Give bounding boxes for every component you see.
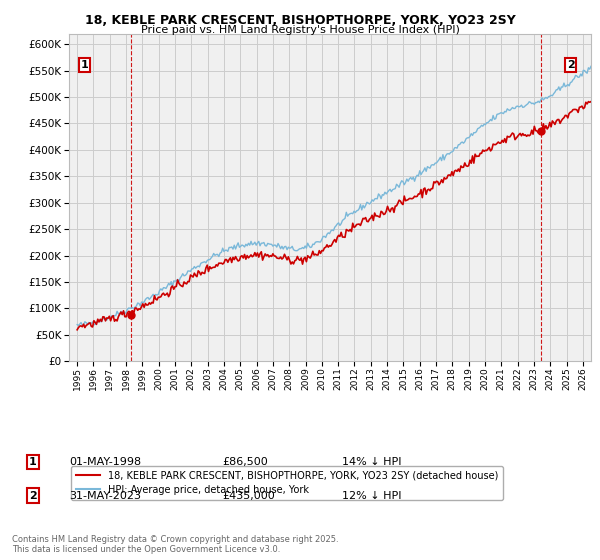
Text: 1: 1 [80, 60, 88, 70]
Text: 12% ↓ HPI: 12% ↓ HPI [342, 491, 401, 501]
Text: 31-MAY-2023: 31-MAY-2023 [69, 491, 141, 501]
Text: 01-MAY-1998: 01-MAY-1998 [69, 457, 141, 467]
Text: 14% ↓ HPI: 14% ↓ HPI [342, 457, 401, 467]
Text: Contains HM Land Registry data © Crown copyright and database right 2025.
This d: Contains HM Land Registry data © Crown c… [12, 535, 338, 554]
Text: 18, KEBLE PARK CRESCENT, BISHOPTHORPE, YORK, YO23 2SY: 18, KEBLE PARK CRESCENT, BISHOPTHORPE, Y… [85, 14, 515, 27]
Text: Price paid vs. HM Land Registry's House Price Index (HPI): Price paid vs. HM Land Registry's House … [140, 25, 460, 35]
Point [536, 127, 545, 136]
Text: 2: 2 [29, 491, 37, 501]
Text: £435,000: £435,000 [222, 491, 275, 501]
Point [127, 311, 136, 320]
Legend: 18, KEBLE PARK CRESCENT, BISHOPTHORPE, YORK, YO23 2SY (detached house), HPI: Ave: 18, KEBLE PARK CRESCENT, BISHOPTHORPE, Y… [71, 466, 503, 500]
Text: 2: 2 [567, 60, 575, 70]
Text: £86,500: £86,500 [222, 457, 268, 467]
Text: 1: 1 [29, 457, 37, 467]
